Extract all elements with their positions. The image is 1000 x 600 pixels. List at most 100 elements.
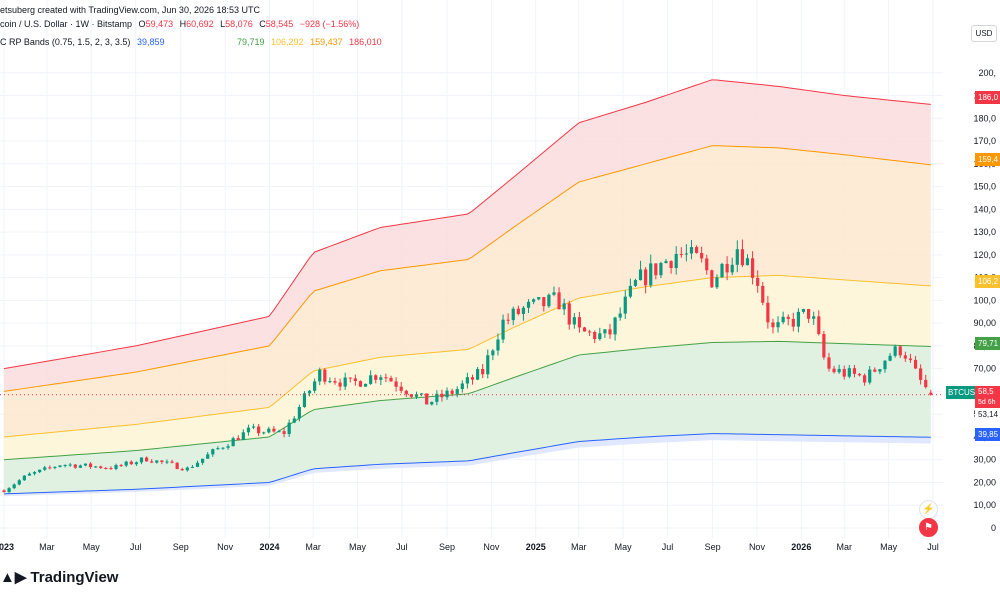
candle xyxy=(465,372,470,389)
candle xyxy=(379,374,383,386)
candle xyxy=(430,401,434,406)
candle-body xyxy=(384,377,388,379)
candle xyxy=(83,463,88,467)
candle-body xyxy=(287,422,291,434)
time-axis[interactable]: 2023 Mar May Jul Sep Nov 2024 Mar May Jul Sep Nov 20… xyxy=(0,542,939,552)
candle-body xyxy=(211,449,215,455)
candle xyxy=(180,467,184,471)
candle xyxy=(852,364,857,378)
candle-body xyxy=(409,394,413,397)
lightning-icon[interactable]: ⚡ xyxy=(919,500,938,519)
candle xyxy=(908,353,913,363)
candle xyxy=(389,375,393,382)
indicator-name[interactable]: C RP Bands (0.75, 1.5, 2, 3, 3.5) xyxy=(0,37,131,47)
candle xyxy=(134,461,139,466)
candle xyxy=(863,373,867,386)
candle-body xyxy=(445,390,449,398)
candle-body xyxy=(837,369,841,373)
candle-body xyxy=(735,249,739,265)
candle xyxy=(537,297,541,301)
candle xyxy=(43,465,47,472)
candle xyxy=(786,314,790,326)
band-fill-5 xyxy=(4,79,931,392)
close-label: C xyxy=(259,19,266,29)
symbol-name[interactable]: coin / U.S. Dollar · 1W · Bitstamp xyxy=(0,19,133,29)
candle-body xyxy=(460,383,464,390)
candle-body xyxy=(827,357,831,369)
x-tick-label: 2023 xyxy=(0,542,14,552)
candle xyxy=(78,464,82,469)
candle-body xyxy=(475,368,480,380)
us-flag-icon[interactable]: ⚑ xyxy=(919,518,938,537)
candle xyxy=(750,251,755,285)
candle xyxy=(343,372,347,390)
candle-body xyxy=(119,465,123,467)
candle-body xyxy=(623,296,627,314)
candle-body xyxy=(898,346,902,356)
candle xyxy=(756,270,760,293)
currency-button[interactable]: USD xyxy=(971,25,997,42)
candle-body xyxy=(155,460,159,463)
candle-body xyxy=(486,355,490,375)
candle-body xyxy=(903,355,907,359)
candle-body xyxy=(455,389,459,394)
band3-price-tag: 106,2 xyxy=(975,275,1000,288)
candle xyxy=(608,323,612,339)
candle-body xyxy=(857,373,862,376)
candle-body xyxy=(919,368,923,380)
candle xyxy=(170,459,174,464)
band-value-1: 39,859 xyxy=(136,37,165,47)
attribution-text: etsuberg created with TradingView.com, J… xyxy=(0,5,260,15)
candle xyxy=(165,459,169,465)
candle xyxy=(236,435,240,441)
candle-body xyxy=(526,301,531,308)
candle xyxy=(124,460,128,468)
candle-body xyxy=(369,375,373,384)
candle xyxy=(883,360,887,373)
candle-body xyxy=(226,446,230,448)
candle xyxy=(470,374,475,385)
candle-body xyxy=(481,368,485,375)
candle xyxy=(801,308,806,314)
candle xyxy=(32,471,37,476)
candle xyxy=(745,254,750,266)
candle-body xyxy=(348,377,352,379)
candle xyxy=(358,380,363,388)
candle-body xyxy=(282,431,286,434)
candle xyxy=(251,423,256,430)
candle-body xyxy=(822,334,826,358)
candle-body xyxy=(598,333,602,340)
candle xyxy=(119,463,123,468)
candle xyxy=(328,377,332,384)
candle xyxy=(710,269,714,288)
candle xyxy=(139,457,144,465)
candle xyxy=(7,487,11,493)
candle xyxy=(496,333,500,356)
candle xyxy=(369,370,373,385)
x-tick-label: Nov xyxy=(749,542,766,552)
band-value-4: 159,437 xyxy=(310,37,343,47)
candle-body xyxy=(679,253,683,255)
candle-body xyxy=(201,458,205,463)
band-fill-3 xyxy=(4,275,931,460)
btcusd-symbol-tag: BTCUSD xyxy=(946,386,975,399)
ohlc-close: C58,545 xyxy=(259,19,293,29)
candle xyxy=(491,349,495,361)
candle xyxy=(827,352,831,372)
last-price-tag: 58,5 5d 6h xyxy=(975,386,1000,408)
tradingview-logo[interactable]: ▲▶ TradingView xyxy=(0,568,118,586)
candle xyxy=(211,448,215,457)
candle xyxy=(771,318,775,334)
candle-body xyxy=(582,327,587,332)
candle-body xyxy=(572,317,576,325)
candle xyxy=(144,456,149,462)
candle xyxy=(700,246,704,263)
candle-body xyxy=(389,377,393,382)
candle-body xyxy=(160,460,164,462)
ohlc-low: L58,076 xyxy=(220,19,253,29)
candle-body xyxy=(776,322,780,328)
candle xyxy=(929,389,933,396)
candle xyxy=(185,466,189,472)
candle-body xyxy=(654,263,658,276)
